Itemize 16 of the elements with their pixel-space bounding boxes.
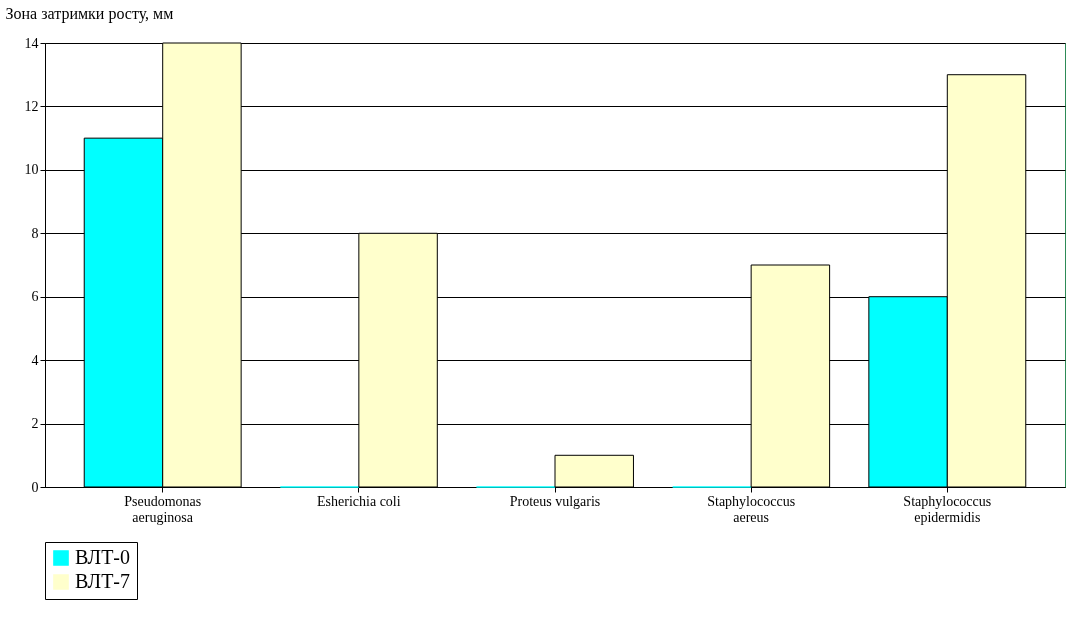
legend-label: ВЛТ-0 [75, 546, 131, 568]
x-tick-label: Staphylococcus epidermidis [903, 493, 992, 525]
y-tick-label: 10 [24, 162, 39, 178]
y-tick-label: 2 [31, 416, 39, 432]
x-tick-label: Pseudomonas aeruginosa [124, 493, 202, 525]
y-tick-label: 6 [31, 289, 39, 305]
y-tick-label: 0 [31, 479, 39, 495]
y-axis-title: Зона затримки росту, мм [5, 4, 174, 23]
x-tick-label: Esherichia coli [317, 493, 401, 509]
y-tick-label: 12 [24, 98, 39, 114]
y-tick-label: 8 [31, 225, 39, 241]
legend-label: ВЛТ-7 [75, 570, 131, 592]
y-tick-label: 14 [24, 35, 39, 51]
y-tick-label: 4 [31, 352, 39, 368]
x-tick-label: Proteus vulgaris [509, 493, 601, 509]
x-tick-label: Staphylococcus aereus [707, 493, 796, 525]
